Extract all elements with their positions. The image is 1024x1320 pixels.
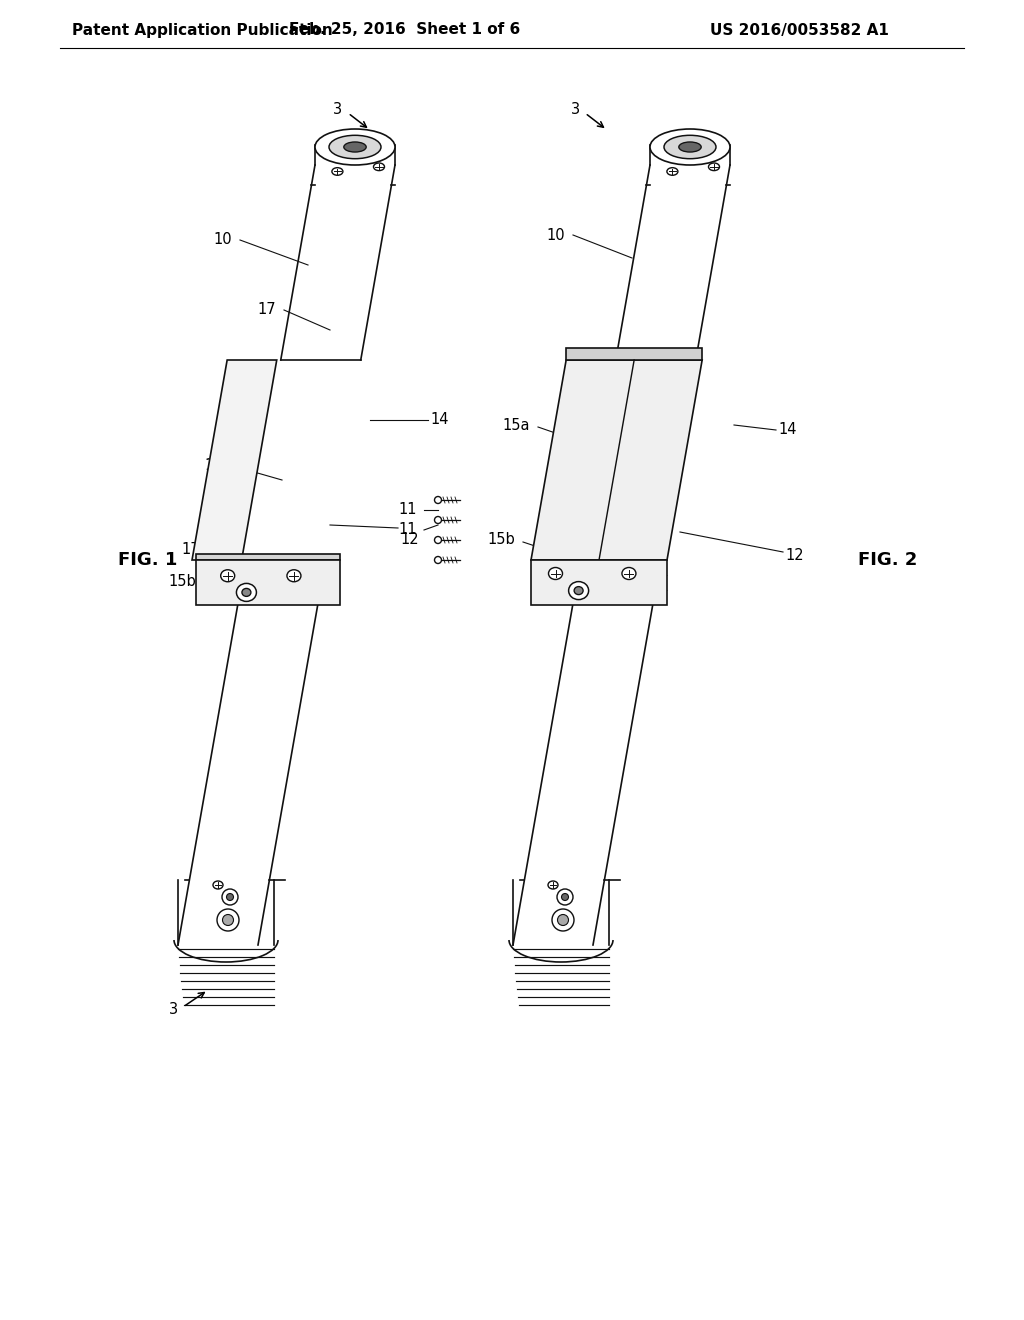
Ellipse shape [374, 162, 384, 170]
Polygon shape [196, 560, 340, 605]
Ellipse shape [434, 496, 441, 503]
Ellipse shape [622, 568, 636, 579]
Text: 15b: 15b [487, 532, 515, 548]
Ellipse shape [315, 129, 395, 165]
Text: 14: 14 [778, 422, 797, 437]
Ellipse shape [549, 568, 562, 579]
Text: 11: 11 [398, 503, 417, 517]
Ellipse shape [434, 557, 441, 564]
Polygon shape [196, 554, 340, 560]
Ellipse shape [664, 135, 716, 158]
Text: 10: 10 [547, 227, 565, 243]
Text: 14: 14 [430, 412, 449, 428]
Polygon shape [193, 360, 276, 560]
Ellipse shape [226, 894, 233, 900]
Ellipse shape [332, 168, 343, 176]
Text: 12: 12 [785, 548, 804, 562]
Ellipse shape [222, 915, 233, 925]
Text: 16: 16 [665, 437, 683, 453]
Polygon shape [531, 360, 702, 560]
Ellipse shape [242, 589, 251, 597]
Ellipse shape [568, 582, 589, 599]
Ellipse shape [667, 168, 678, 176]
Ellipse shape [287, 570, 301, 582]
Ellipse shape [548, 880, 558, 888]
Text: 3: 3 [333, 103, 342, 117]
Text: 15b: 15b [168, 574, 196, 590]
Text: FIG. 2: FIG. 2 [858, 550, 918, 569]
Ellipse shape [213, 880, 223, 888]
Ellipse shape [574, 586, 583, 594]
Ellipse shape [561, 894, 568, 900]
Polygon shape [531, 560, 667, 605]
Text: US 2016/0053582 A1: US 2016/0053582 A1 [710, 22, 889, 37]
Ellipse shape [434, 536, 441, 544]
Polygon shape [566, 348, 702, 360]
Text: Patent Application Publication: Patent Application Publication [72, 22, 333, 37]
Ellipse shape [557, 915, 568, 925]
Ellipse shape [222, 888, 238, 906]
Ellipse shape [650, 129, 730, 165]
Ellipse shape [552, 909, 574, 931]
Text: 17: 17 [181, 543, 200, 557]
Text: 17: 17 [257, 302, 276, 318]
Ellipse shape [217, 909, 239, 931]
Text: FIG. 1: FIG. 1 [119, 550, 178, 569]
Ellipse shape [434, 516, 441, 524]
Ellipse shape [329, 135, 381, 158]
Ellipse shape [709, 162, 720, 170]
Text: 12: 12 [400, 532, 419, 548]
Ellipse shape [221, 570, 234, 582]
Text: 11: 11 [398, 523, 417, 537]
Ellipse shape [679, 143, 701, 152]
Ellipse shape [237, 583, 256, 602]
Text: 3: 3 [169, 1002, 178, 1018]
Text: Feb. 25, 2016  Sheet 1 of 6: Feb. 25, 2016 Sheet 1 of 6 [290, 22, 520, 37]
Text: 15a: 15a [205, 458, 232, 473]
Text: 15a: 15a [503, 417, 530, 433]
Text: 3: 3 [570, 103, 580, 117]
Ellipse shape [344, 143, 367, 152]
Ellipse shape [557, 888, 573, 906]
Text: 10: 10 [213, 232, 232, 248]
